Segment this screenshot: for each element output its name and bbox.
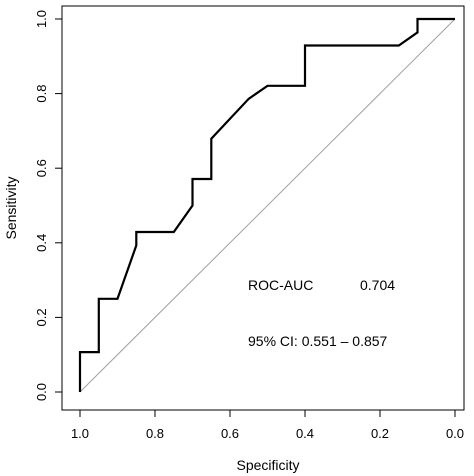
- x-tick-label: 1.0: [71, 426, 89, 441]
- x-tick-label: 0.2: [371, 426, 389, 441]
- y-axis-title: Sensitivity: [3, 176, 19, 239]
- y-tick-label: 0.8: [34, 85, 49, 103]
- roc-curve-layer: [78, 17, 455, 392]
- reference-line-layer: [79, 18, 456, 393]
- axes-layer: 1.0 0.8 0.6 0.4 0.2 0.0 0.0 0.2 0.4 0.6 0.8 1.0: [34, 5, 465, 441]
- auc-label: ROC-AUC: [248, 277, 313, 293]
- y-tick-label: 0.6: [34, 159, 49, 177]
- x-tick-label: 0.6: [221, 426, 239, 441]
- ci-text: 95% CI: 0.551 – 0.857: [248, 333, 388, 349]
- y-tick-label: 1.0: [34, 10, 49, 28]
- x-tick-label: 0.8: [146, 426, 164, 441]
- y-tick-label: 0.0: [34, 383, 49, 401]
- x-tick-label: 0.0: [446, 426, 464, 441]
- x-axis-title: Specificity: [236, 457, 299, 473]
- y-tick-label: 0.2: [34, 308, 49, 326]
- reference-diagonal-line: [79, 18, 456, 393]
- roc-curve-line: [78, 17, 455, 392]
- y-tick-label: 0.4: [34, 234, 49, 252]
- x-tick-label: 0.4: [296, 426, 314, 441]
- auc-value: 0.704: [360, 277, 395, 293]
